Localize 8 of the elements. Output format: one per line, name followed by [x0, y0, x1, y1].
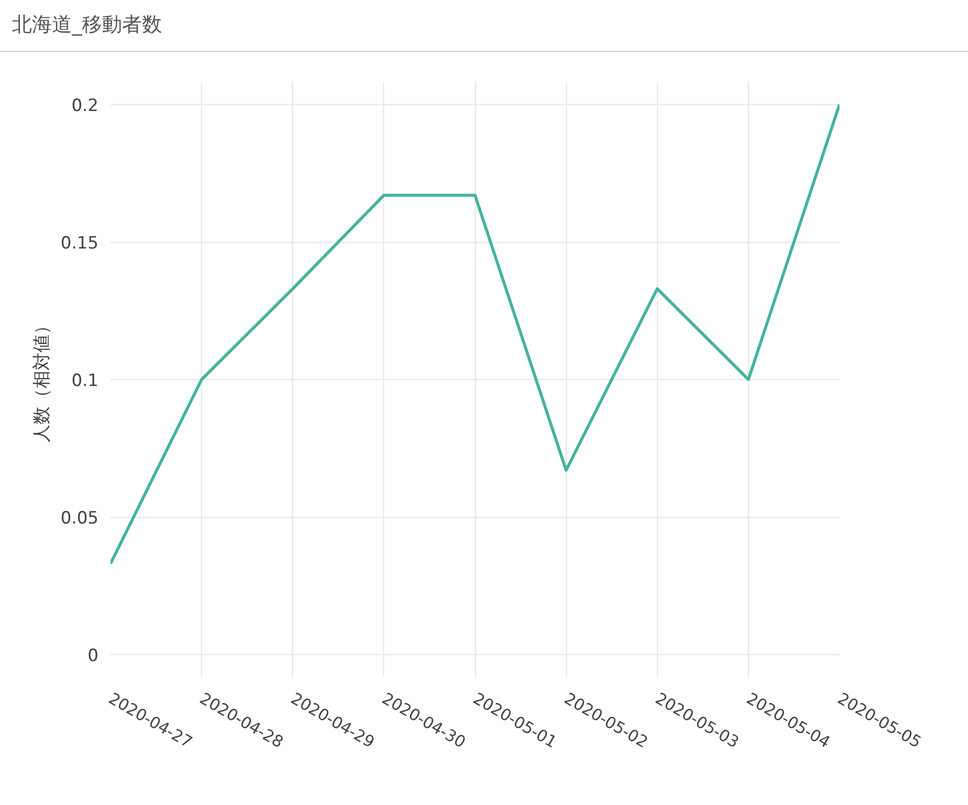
chart-title: 北海道_移動者数	[12, 11, 162, 38]
y-axis-title: 人数（相対値）	[32, 316, 53, 442]
y-tick-label: 0	[88, 646, 99, 666]
y-tick-label: 0.05	[60, 508, 99, 528]
line-series	[110, 103, 840, 566]
y-tick-label: 0.1	[71, 371, 99, 391]
y-tick-label: 0.2	[71, 96, 99, 116]
y-tick-label: 0.15	[60, 234, 99, 254]
